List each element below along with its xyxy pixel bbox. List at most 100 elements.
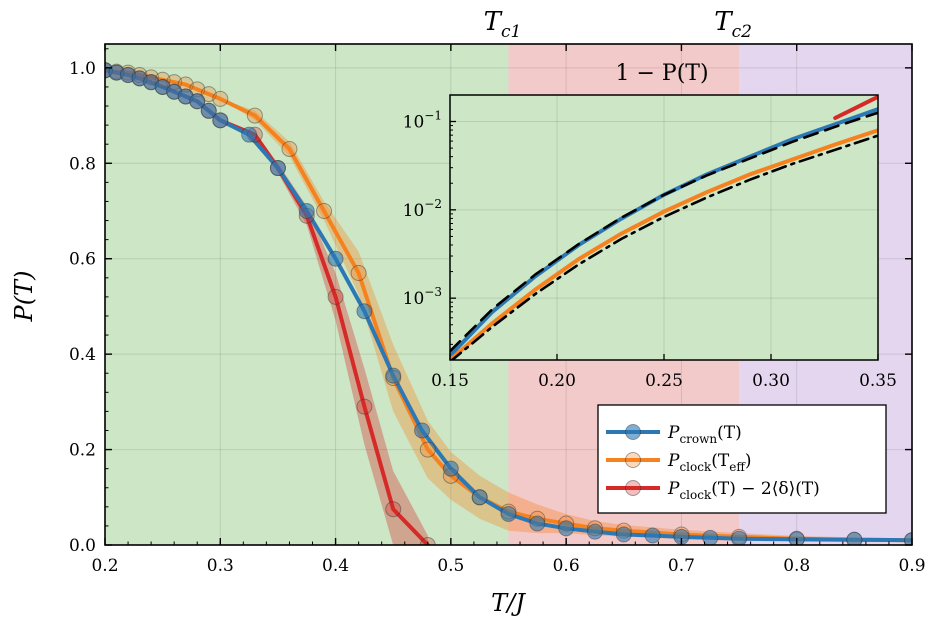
- transition-label-c1: Tc1: [484, 7, 522, 42]
- band-1: [105, 70, 912, 543]
- x-tick-label: 0.9: [898, 556, 925, 576]
- legend-text-part: (T): [717, 423, 742, 443]
- legend-text-part: P: [667, 451, 680, 471]
- data-point: [246, 107, 263, 124]
- data-point: [904, 532, 912, 545]
- data-point: [350, 265, 367, 282]
- data-point: [846, 531, 863, 545]
- data-point: [471, 489, 488, 506]
- data-point: [442, 460, 459, 477]
- inset-series-clock-fit: [450, 134, 878, 360]
- y-tick-label: 0.4: [69, 345, 96, 365]
- data-point: [356, 398, 373, 415]
- inset-x-tick-label: 0.30: [752, 371, 790, 391]
- y-tick-label: 0.0: [69, 536, 96, 556]
- legend-text-part: P: [667, 479, 680, 499]
- inset-y-tick-base: 10: [403, 201, 425, 221]
- inset-y-tick-base: 10: [403, 289, 425, 309]
- x-tick-label: 0.2: [91, 556, 118, 576]
- data-point: [281, 140, 298, 157]
- legend: Pcrown(T)Pclock(Teff)Pclock(T) − 2⟨δ⟩(T): [597, 404, 887, 514]
- data-point: [385, 501, 402, 518]
- error-bands: [105, 70, 912, 545]
- transition-label-c2: Tc2: [714, 7, 752, 42]
- data-point: [298, 203, 315, 219]
- series-line-1: [105, 68, 912, 543]
- legend-marker-2: [625, 480, 641, 496]
- data-point: [702, 529, 719, 545]
- inset-series: [450, 95, 878, 360]
- data-point: [189, 93, 206, 110]
- legend-text-part: (T: [711, 451, 730, 471]
- x-tick-label: 0.5: [437, 556, 464, 576]
- data-point: [529, 515, 546, 532]
- inset-y-tick-exp: −1: [424, 109, 442, 123]
- data-point: [327, 250, 344, 267]
- inset-y-tick-base: 10: [403, 113, 425, 133]
- data-point: [414, 422, 431, 439]
- data-point: [385, 367, 402, 384]
- transition-label-sub: c1: [501, 22, 521, 42]
- data-point: [500, 505, 517, 522]
- x-tick-label: 0.7: [668, 556, 695, 576]
- data-point: [615, 526, 632, 543]
- inset-series-crown-fit: [450, 111, 878, 353]
- legend-text-part: eff: [729, 460, 746, 474]
- main-frame: [104, 43, 913, 546]
- y-tick-label: 0.2: [69, 441, 96, 461]
- legend-label-2: Pclock(T) − 2⟨δ⟩(T): [667, 479, 820, 502]
- transition-labels: Tc1 Tc2: [484, 7, 752, 42]
- data-point: [200, 102, 217, 119]
- data-point: [586, 523, 603, 540]
- legend-text-part: clock: [679, 460, 712, 474]
- data-point: [316, 203, 333, 219]
- data-point: [419, 441, 436, 458]
- legend-marker-1: [625, 452, 641, 468]
- y-axis-label: P(T): [10, 271, 38, 323]
- data-point: [200, 86, 217, 103]
- data-point: [558, 520, 575, 537]
- y-tick-label: 1.0: [69, 59, 96, 79]
- x-tick-label: 0.4: [322, 556, 349, 576]
- legend-text-part: (T) − 2⟨δ⟩(T): [711, 479, 820, 499]
- inset-background: [450, 95, 878, 360]
- legend-text-part: P: [667, 423, 680, 443]
- legend-text-part: ): [745, 451, 752, 471]
- inset-y-tick-label: 10−3: [403, 285, 442, 309]
- inset-series-clock-diff: [833, 95, 878, 120]
- transition-label-main: T: [714, 7, 733, 37]
- x-tick-label: 0.3: [207, 556, 234, 576]
- inset-y-tick-exp: −3: [424, 285, 442, 299]
- transition-label-sub: c2: [732, 22, 752, 42]
- inset-y-tick-label: 10−1: [403, 109, 442, 133]
- inset-x-tick-label: 0.25: [645, 371, 683, 391]
- legend-marker-0: [625, 424, 641, 440]
- inset-x-tick-label: 0.20: [538, 371, 576, 391]
- data-point: [212, 112, 229, 129]
- data-point: [241, 126, 258, 143]
- main-ticks: 0.2 0.3 0.4 0.5 0.6 0.7 0.8 0.90.00.20.40.60.81…: [69, 44, 926, 576]
- legend-label-1: Pclock(Teff): [667, 451, 752, 474]
- data-point: [212, 90, 229, 107]
- data-point: [356, 303, 373, 320]
- legend-text-part: clock: [679, 488, 712, 502]
- main-markers: [105, 62, 912, 545]
- data-point: [419, 537, 436, 545]
- inset-y-tick-label: 10−2: [403, 197, 442, 221]
- x-tick-label: 0.8: [783, 556, 810, 576]
- legend-text-part: crown: [679, 432, 717, 446]
- x-tick-label: 0.6: [553, 556, 580, 576]
- inset-x-tick-label: 0.15: [431, 371, 469, 391]
- inset-x-tick-label: 0.35: [859, 371, 897, 391]
- data-point: [327, 288, 344, 305]
- data-point: [644, 527, 661, 544]
- transition-label-main: T: [484, 7, 503, 37]
- y-tick-label: 0.8: [69, 154, 96, 174]
- data-point: [269, 160, 286, 177]
- band-2: [105, 70, 428, 545]
- x-axis-label: T/J: [491, 589, 526, 617]
- data-point: [731, 530, 748, 545]
- inset-title: 1 − P(T): [615, 61, 708, 86]
